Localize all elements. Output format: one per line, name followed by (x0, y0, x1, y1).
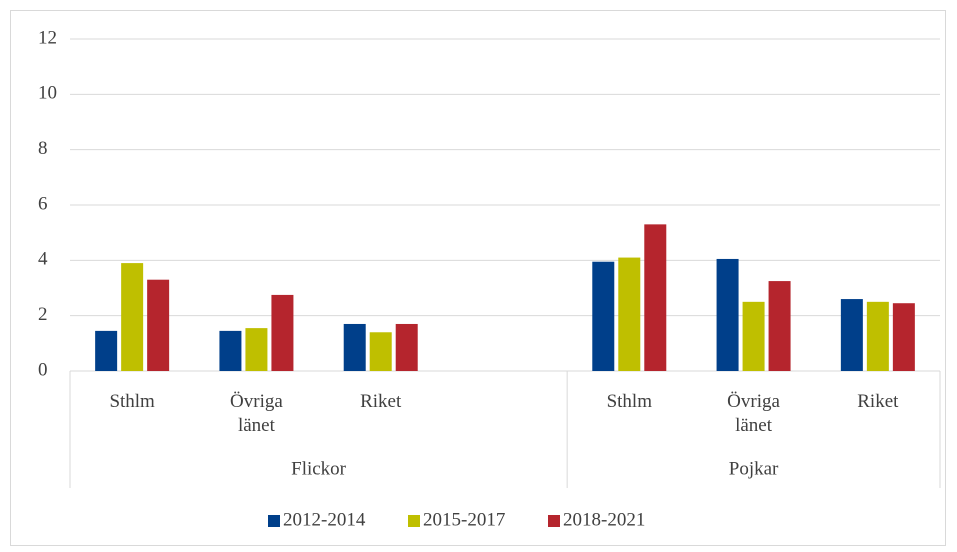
bar (395, 323, 418, 371)
x-tick-label: Övriga länet (727, 391, 780, 436)
bar (343, 323, 366, 371)
y-tick-label: 12 (38, 27, 57, 48)
y-tick-label: 2 (38, 304, 48, 325)
y-tick-label: 10 (38, 83, 57, 104)
bar (121, 263, 144, 371)
legend-label: 2018-2021 (563, 509, 645, 530)
y-tick-label: 0 (38, 359, 48, 380)
bar (716, 258, 739, 371)
bar (866, 301, 889, 371)
x-tick-label: Sthlm (109, 391, 155, 412)
bar (840, 299, 863, 371)
bar (271, 294, 294, 371)
bar (245, 328, 268, 371)
legend-label: 2012-2014 (283, 509, 366, 530)
chart-border (10, 10, 946, 546)
legend-label: 2015-2017 (423, 509, 505, 530)
x-tick-label: Riket (360, 391, 402, 412)
bar (644, 224, 667, 371)
bar (742, 301, 765, 371)
bar (618, 257, 641, 371)
bar (95, 330, 118, 371)
x-tick-label: Övriga länet (230, 391, 283, 436)
x-tick-label: Riket (857, 391, 899, 412)
bar (147, 279, 170, 371)
bar (768, 281, 791, 371)
bar (219, 330, 242, 371)
y-tick-label: 8 (38, 138, 48, 159)
legend-swatch (548, 515, 560, 527)
y-tick-label: 4 (38, 249, 48, 270)
group-label: Flickor (291, 458, 347, 479)
bar (892, 303, 915, 371)
bar (369, 332, 392, 371)
legend-swatch (268, 515, 280, 527)
group-label: Pojkar (729, 458, 779, 479)
x-tick-label: Sthlm (606, 391, 652, 412)
y-tick-label: 6 (38, 193, 48, 214)
bar (592, 261, 615, 371)
legend-swatch (408, 515, 420, 527)
